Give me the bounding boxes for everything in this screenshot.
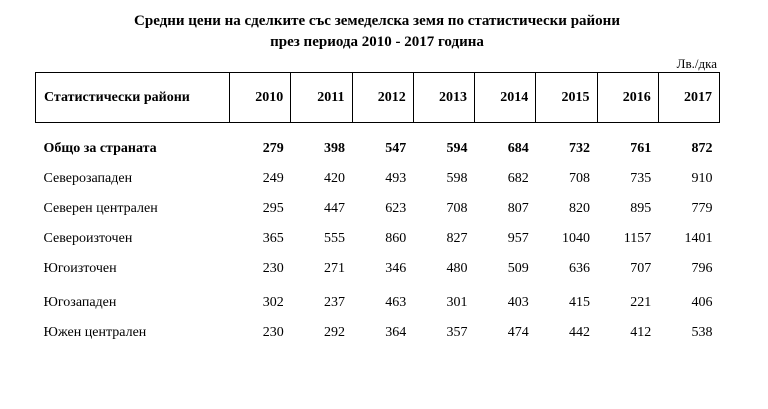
year-header-2010: 2010 <box>228 72 292 123</box>
value-cell: 872 <box>691 141 713 156</box>
value-cell: 415 <box>569 295 590 310</box>
unit-label: Лв./дка <box>676 56 717 71</box>
value-cell: 237 <box>324 295 345 310</box>
value-cell: 684 <box>507 141 529 156</box>
value-cell: 420 <box>324 171 345 186</box>
region-cell: Северозападен <box>43 171 133 186</box>
year-header-2011: 2011 <box>290 72 353 123</box>
value-cell: 682 <box>507 171 529 186</box>
table-row: Североизточен 365 555 860 827 957 1040 1… <box>36 224 720 254</box>
value-cell: 796 <box>691 261 713 276</box>
table-row: Югоизточен 230 271 346 480 509 636 707 7… <box>36 254 720 284</box>
value-cell: 761 <box>630 141 652 156</box>
region-column-header: Статистически райони <box>35 72 230 123</box>
year-header-2014: 2014 <box>473 72 537 123</box>
value-cell: 279 <box>262 141 284 156</box>
year-header-2015: 2015 <box>535 72 598 123</box>
region-cell: Общо за страната <box>43 141 157 156</box>
value-cell: 346 <box>385 261 407 276</box>
value-cell: 1157 <box>623 231 652 246</box>
year-header-2016: 2016 <box>596 72 659 123</box>
value-cell: 249 <box>262 171 284 186</box>
value-cell: 398 <box>324 141 345 156</box>
value-cell: 827 <box>446 231 468 246</box>
prices-table: Статистически райони 2010 2011 2012 2013… <box>35 72 721 348</box>
value-cell: 509 <box>507 261 529 276</box>
table-row: Северозападен 249 420 493 598 682 708 73… <box>36 164 720 194</box>
value-cell: 442 <box>569 325 590 340</box>
table-header-row: Статистически райони 2010 2011 2012 2013… <box>35 72 721 123</box>
region-cell: Южен централен <box>43 325 147 340</box>
value-cell: 1401 <box>684 231 713 246</box>
value-cell: 547 <box>385 141 407 156</box>
value-cell: 957 <box>507 231 529 246</box>
document-body: Средни цени на сделките със земеделска з… <box>35 0 721 348</box>
table-spacer-row <box>36 123 720 135</box>
value-cell: 636 <box>569 261 590 276</box>
value-cell: 480 <box>446 261 468 276</box>
value-cell: 357 <box>446 325 468 340</box>
value-cell: 598 <box>446 171 468 186</box>
year-header-2012: 2012 <box>351 72 414 123</box>
value-cell: 295 <box>262 201 284 216</box>
table-row: Южен централен 230 292 364 357 474 442 4… <box>36 318 720 348</box>
region-cell: Северен централен <box>43 201 158 216</box>
page-title-line2: през периода 2010 - 2017 година <box>270 34 484 50</box>
value-cell: 555 <box>324 231 345 246</box>
region-cell: Североизточен <box>43 231 133 246</box>
page-title-line1: Средни цени на сделките със земеделска з… <box>134 13 620 29</box>
region-cell: Югоизточен <box>43 261 117 276</box>
spacer-cell <box>36 123 720 135</box>
value-cell: 594 <box>446 141 468 156</box>
value-cell: 910 <box>691 171 713 186</box>
value-cell: 406 <box>691 295 713 310</box>
year-header-2017: 2017 <box>657 72 721 123</box>
value-cell: 708 <box>446 201 468 216</box>
value-cell: 732 <box>569 141 590 156</box>
value-cell: 403 <box>507 295 529 310</box>
value-cell: 707 <box>630 261 652 276</box>
value-cell: 447 <box>324 201 345 216</box>
value-cell: 820 <box>569 201 590 216</box>
year-header-2013: 2013 <box>412 72 476 123</box>
value-cell: 221 <box>630 295 652 310</box>
table-row-total: Общо за страната 279 398 547 594 684 732… <box>36 134 720 164</box>
table-row: Югозападен 302 237 463 301 403 415 221 4… <box>36 284 720 318</box>
table-row: Северен централен 295 447 623 708 807 82… <box>36 194 720 224</box>
value-cell: 623 <box>385 201 407 216</box>
value-cell: 895 <box>630 201 652 216</box>
value-cell: 779 <box>691 201 713 216</box>
value-cell: 292 <box>324 325 345 340</box>
value-cell: 301 <box>446 295 468 310</box>
value-cell: 412 <box>630 325 652 340</box>
value-cell: 230 <box>262 261 284 276</box>
value-cell: 364 <box>385 325 407 340</box>
value-cell: 302 <box>262 295 284 310</box>
value-cell: 860 <box>385 231 407 246</box>
value-cell: 493 <box>385 171 407 186</box>
value-cell: 807 <box>507 201 529 216</box>
value-cell: 735 <box>630 171 652 186</box>
value-cell: 271 <box>324 261 345 276</box>
value-cell: 463 <box>385 295 407 310</box>
region-cell: Югозападен <box>43 295 117 310</box>
value-cell: 708 <box>569 171 590 186</box>
value-cell: 365 <box>262 231 284 246</box>
value-cell: 538 <box>691 325 713 340</box>
page-title: Средни цени на сделките със земеделска з… <box>35 11 719 53</box>
value-cell: 1040 <box>562 231 590 246</box>
value-cell: 474 <box>507 325 529 340</box>
value-cell: 230 <box>262 325 284 340</box>
